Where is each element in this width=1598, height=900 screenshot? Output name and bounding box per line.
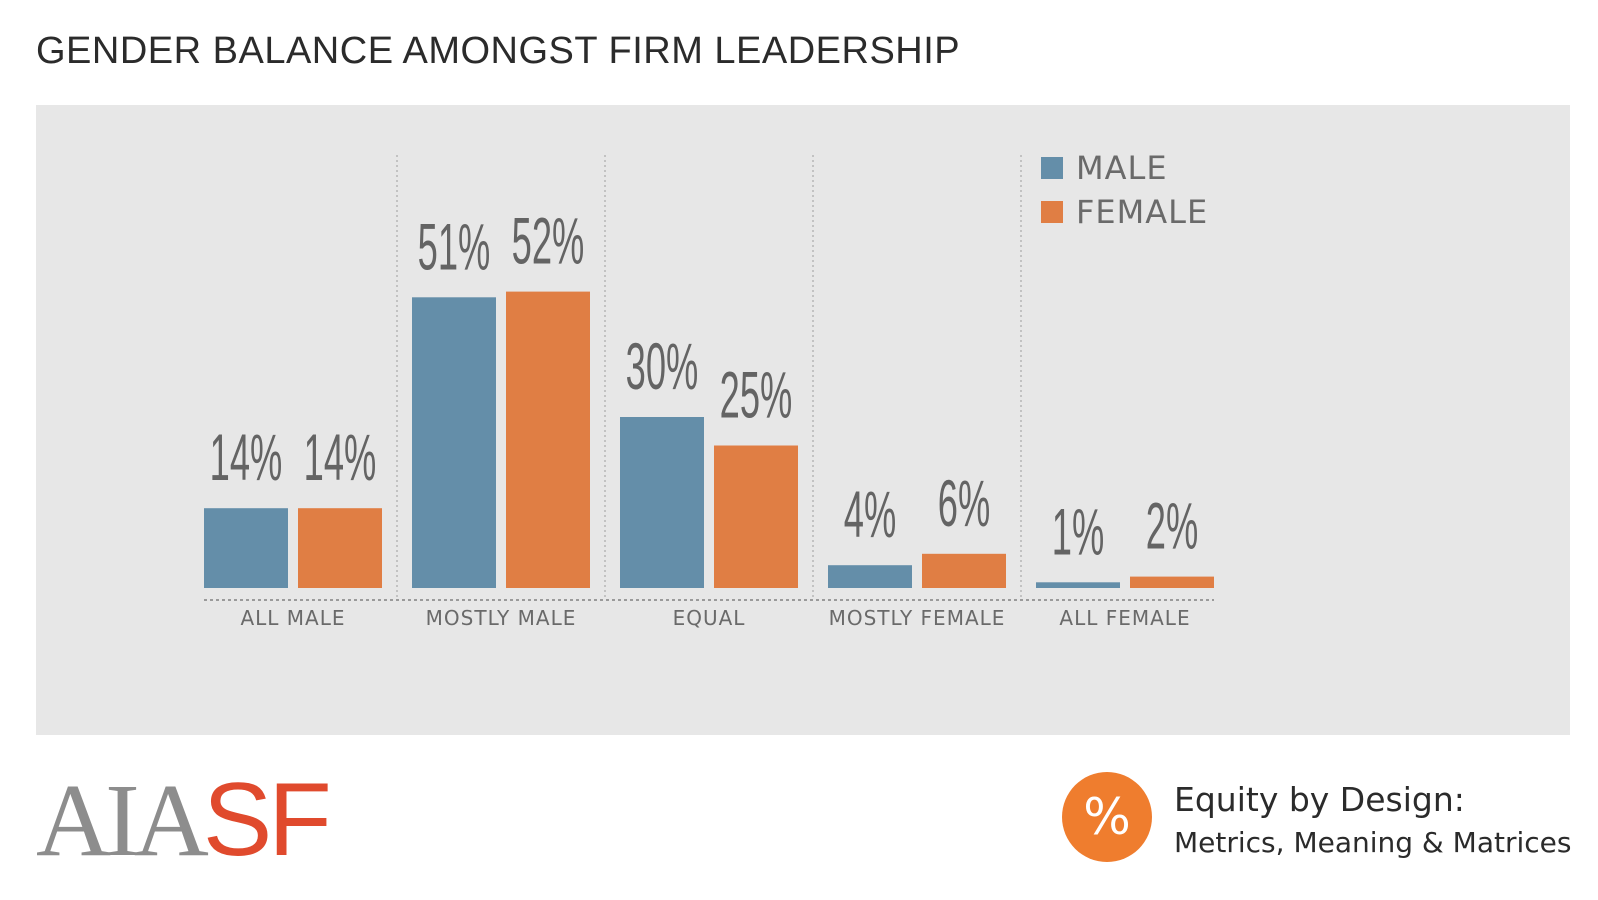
male-bar-equal [620, 417, 704, 588]
female-bar-equal [714, 445, 798, 588]
bar-chart: 14% 14% ALL MALE 51% 52% MOSTLY MALE 30% 25% EQU… [204, 149, 1214, 630]
value-label: 1% [1052, 496, 1104, 569]
value-label: 14% [210, 422, 283, 495]
value-label: 6% [938, 468, 990, 541]
chart-title: GENDER BALANCE AMONGST FIRM LEADERSHIP [36, 30, 961, 72]
value-label: 25% [720, 359, 793, 432]
logo-aia-text: AIA [36, 763, 209, 878]
value-label: 52% [512, 205, 585, 278]
value-label: 14% [304, 422, 377, 495]
equity-subtitle: Metrics, Meaning & Matrices [1174, 826, 1572, 859]
female-bar-mostly-female [922, 553, 1006, 588]
category-label: MOSTLY FEMALE [829, 606, 1006, 630]
logo-sf-text: SF [202, 762, 332, 878]
equity-title: Equity by Design: [1174, 780, 1465, 819]
legend-swatch-male [1041, 157, 1063, 179]
male-bar-all-male [204, 508, 288, 588]
legend-label-male: MALE [1076, 149, 1168, 187]
male-bar-all-female [1036, 582, 1120, 588]
female-bar-all-male [298, 508, 382, 588]
value-label: 4% [844, 479, 896, 552]
value-label: 51% [418, 211, 491, 284]
category-label: ALL MALE [240, 606, 345, 630]
aiasf-logo: AIASF [36, 768, 332, 873]
value-label: 30% [626, 331, 699, 404]
male-bar-mostly-female [828, 565, 912, 588]
value-label: 2% [1146, 490, 1198, 563]
legend-label-female: FEMALE [1076, 193, 1208, 231]
percent-badge-icon: % [1062, 772, 1152, 862]
female-bar-mostly-male [506, 291, 590, 588]
female-bar-all-female [1130, 576, 1214, 588]
male-bar-mostly-male [412, 297, 496, 588]
category-label: ALL FEMALE [1059, 606, 1190, 630]
legend-swatch-female [1041, 201, 1063, 223]
chart-panel: 14% 14% ALL MALE 51% 52% MOSTLY MALE 30% 25% EQU… [36, 105, 1570, 735]
category-label: EQUAL [673, 606, 746, 630]
category-label: MOSTLY MALE [426, 606, 577, 630]
